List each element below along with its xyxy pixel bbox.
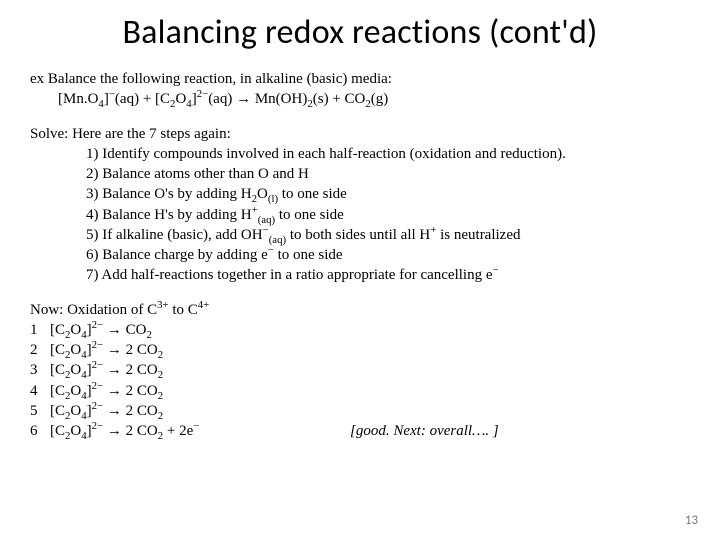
now-row: 2[C2O4]2− → 2 CO2 [30, 340, 690, 360]
solve-block: Solve: Here are the 7 steps again: 1) Id… [30, 124, 690, 286]
page-number: 13 [685, 513, 698, 528]
now-row: 3[C2O4]2− → 2 CO2 [30, 360, 690, 380]
now-row: 4[C2O4]2− → 2 CO2 [30, 381, 690, 401]
example-block: ex Balance the following reaction, in al… [30, 69, 690, 110]
solve-step: 7) Add half-reactions together in a rati… [86, 265, 690, 285]
now-row: 5[C2O4]2− → 2 CO2 [30, 401, 690, 421]
now-rows: 1[C2O4]2− → CO2 2[C2O4]2− → 2 CO2 3[C2O4… [30, 320, 690, 442]
solve-lead: Solve: Here are the 7 steps again: [30, 124, 690, 144]
solve-step: 6) Balance charge by adding e− to one si… [86, 245, 690, 265]
example-lead: ex Balance the following reaction, in al… [30, 69, 690, 89]
now-lead: Now: Oxidation of C3+ to C4+ [30, 300, 690, 320]
solve-step: 2) Balance atoms other than O and H [86, 164, 690, 184]
solve-steps: 1) Identify compounds involved in each h… [30, 144, 690, 286]
solve-step: 5) If alkaline (basic), add OH−(aq) to b… [86, 225, 690, 245]
now-row: 6 [C2O4]2− → 2 CO2 + 2e− [good. Next: ov… [30, 421, 690, 441]
example-equation: [Mn.O4]−(aq) + [C2O4]2−(aq) → Mn(OH)2(s)… [30, 89, 690, 109]
now-note: [good. Next: overall…. ] [350, 421, 499, 441]
slide-container: Balancing redox reactions (cont'd) ex Ba… [0, 0, 720, 540]
solve-step: 3) Balance O's by adding H2O(l) to one s… [86, 184, 690, 204]
now-block: Now: Oxidation of C3+ to C4+ 1[C2O4]2− →… [30, 300, 690, 442]
now-row: 1[C2O4]2− → CO2 [30, 320, 690, 340]
solve-step: 1) Identify compounds involved in each h… [86, 144, 690, 164]
now-row-eq: [C2O4]2− → 2 CO2 + 2e− [50, 421, 350, 441]
slide-title: Balancing redox reactions (cont'd) [30, 12, 690, 53]
solve-step: 4) Balance H's by adding H+(aq) to one s… [86, 205, 690, 225]
